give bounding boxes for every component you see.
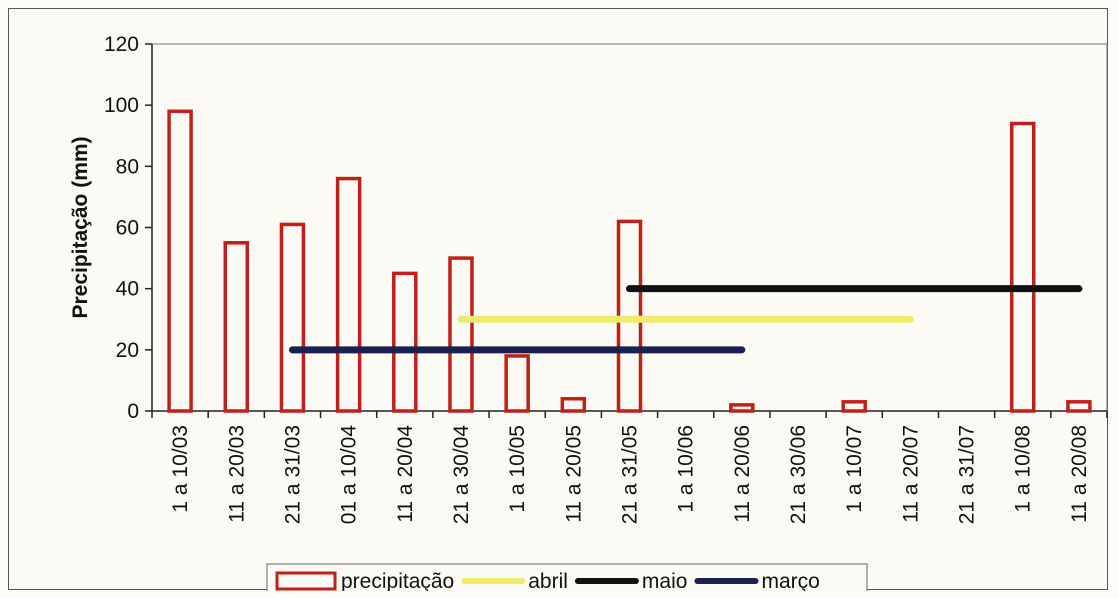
x-tick-label: 1 a 10/03 bbox=[169, 425, 192, 513]
x-tick-label: 11 a 20/06 bbox=[731, 425, 754, 523]
legend-label-abril: abril bbox=[528, 570, 568, 591]
x-tick-label: 11 a 20/03 bbox=[225, 425, 248, 523]
y-tick-label: 120 bbox=[104, 33, 139, 56]
legend-box bbox=[266, 563, 868, 591]
bar-precipitacao bbox=[167, 109, 193, 413]
x-tick-label: 21 a 31/03 bbox=[281, 425, 304, 524]
bar-precipitacao bbox=[335, 176, 362, 413]
bar-precipitacao bbox=[448, 256, 474, 413]
x-tick-label: 1 a 10/06 bbox=[675, 425, 698, 513]
x-tick-label: 21 a 31/05 bbox=[619, 425, 642, 524]
bar-precipitacao bbox=[392, 271, 418, 413]
legend-label-precipitacao: precipitação bbox=[341, 570, 454, 591]
x-tick-label: 21 a 30/06 bbox=[787, 425, 810, 524]
x-tick-label: 11 a 20/05 bbox=[562, 425, 585, 523]
y-axis-title: Precipitação (mm) bbox=[69, 136, 92, 318]
x-tick-label: 21 a 30/04 bbox=[450, 425, 473, 525]
bar-precipitacao bbox=[279, 222, 306, 413]
chart-frame: 0 20 40 60 80 100 120 Precipitação (mm) 1 a 10/0… bbox=[8, 8, 1108, 591]
y-tick-label: 20 bbox=[116, 339, 139, 362]
x-tick-label: 1 a 10/07 bbox=[843, 425, 866, 513]
bar-precipitacao bbox=[504, 354, 530, 413]
x-tick-label: 21 a 31/07 bbox=[956, 425, 979, 524]
bar-precipitacao bbox=[223, 241, 250, 413]
bar-precipitacao bbox=[1009, 121, 1036, 413]
legend-swatch-precipitacao bbox=[275, 571, 337, 591]
x-tick-label: 01 a 10/04 bbox=[338, 425, 361, 525]
y-tick-label: 60 bbox=[116, 217, 139, 240]
y-tick-label: 40 bbox=[116, 278, 139, 301]
legend-label-marco: março bbox=[761, 570, 819, 591]
bar-precipitacao bbox=[560, 397, 587, 413]
legend-label-maio: maio bbox=[642, 570, 688, 591]
y-tick-label: 100 bbox=[104, 94, 139, 117]
y-tick-label: 0 bbox=[127, 400, 139, 423]
bar-precipitacao bbox=[1066, 400, 1092, 413]
y-tick-label: 80 bbox=[116, 155, 139, 178]
x-tick-label: 1 a 10/08 bbox=[1012, 425, 1035, 513]
x-tick-label: 11 a 20/07 bbox=[899, 425, 922, 523]
x-tick-label: 11 a 20/04 bbox=[394, 425, 417, 523]
precipitation-chart: 0 20 40 60 80 100 120 Precipitação (mm) 1 a 10/0… bbox=[69, 33, 1108, 591]
x-tick-label: 11 a 20/08 bbox=[1068, 425, 1091, 523]
bar-precipitacao bbox=[729, 403, 755, 413]
bar-precipitacao bbox=[841, 400, 867, 413]
x-tick-label: 1 a 10/05 bbox=[506, 425, 529, 513]
